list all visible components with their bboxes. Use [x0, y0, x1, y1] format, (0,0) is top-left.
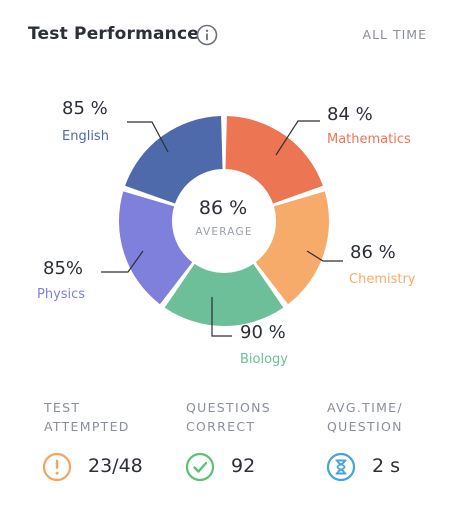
slice-label-chemistry: Chemistry: [349, 272, 416, 287]
average-value: 86 %: [199, 197, 247, 219]
stat-label-line: QUESTIONS: [186, 400, 271, 415]
stat-label-line: TEST: [44, 400, 81, 415]
card-title: Test Performance: [28, 24, 199, 44]
slice-value-mathematics: 84 %: [327, 104, 373, 125]
stat-label-line: QUESTION: [327, 419, 403, 434]
slice-label-mathematics: Mathematics: [327, 132, 411, 147]
stat-value-avg-time: 2 s: [372, 455, 401, 477]
stat-value-tests-attempted: 23/48: [88, 455, 143, 477]
slice-value-english: 85 %: [62, 98, 108, 119]
slice-label-physics: Physics: [37, 287, 85, 302]
donut-slice-mathematics[interactable]: [225, 116, 323, 204]
donut-slice-chemistry[interactable]: [255, 191, 330, 305]
stat-label-line: AVG.TIME/: [327, 400, 403, 415]
leader-line-english: [127, 121, 169, 153]
leader-line-chemistry: [306, 250, 343, 262]
stat-label-tests-attempted: TEST ATTEMPTED: [44, 398, 130, 436]
donut-slice-english[interactable]: [125, 116, 223, 204]
info-icon[interactable]: [196, 24, 218, 46]
leader-line-mathematics: [275, 120, 320, 156]
exclamation-icon: [42, 452, 72, 482]
slice-label-english: English: [62, 129, 109, 144]
leader-line-physics: [101, 250, 144, 273]
stat-label-questions-correct: QUESTIONS CORRECT: [186, 398, 271, 436]
stat-label-line: ATTEMPTED: [44, 419, 130, 434]
slice-value-chemistry: 86 %: [350, 242, 396, 263]
period-filter[interactable]: ALL TIME: [362, 27, 427, 42]
slice-value-biology: 90 %: [240, 322, 286, 343]
stat-value-questions-correct: 92: [231, 455, 256, 477]
slice-value-physics: 85%: [43, 258, 83, 279]
average-label: AVERAGE: [195, 226, 252, 238]
leader-line-biology: [211, 297, 232, 337]
donut-chart: 84 % Mathematics 86 % Chemistry 90 % Bio…: [37, 98, 416, 367]
hourglass-icon: [326, 452, 356, 482]
check-icon: [185, 452, 215, 482]
stat-label-avg-time: AVG.TIME/ QUESTION: [327, 398, 403, 436]
donut-slice-physics[interactable]: [118, 191, 193, 305]
stat-label-line: CORRECT: [186, 419, 256, 434]
slice-label-biology: Biology: [240, 352, 288, 367]
donut-slice-biology[interactable]: [164, 263, 284, 327]
